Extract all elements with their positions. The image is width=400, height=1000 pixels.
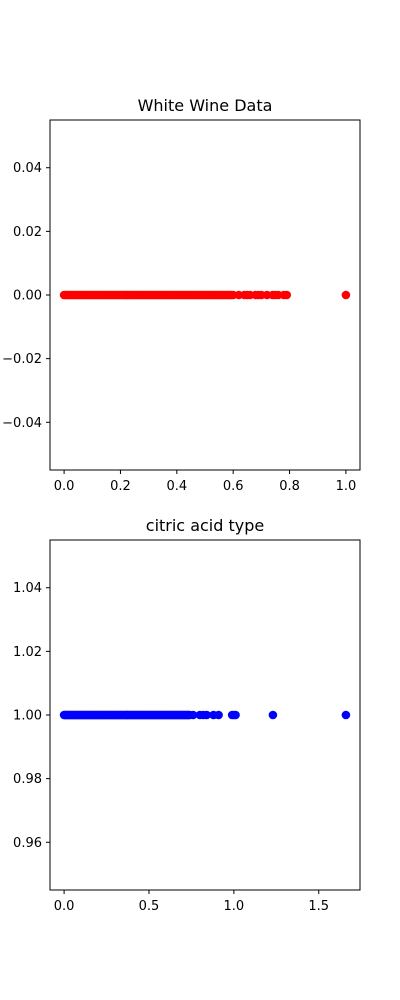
plot-frame [49,539,361,891]
data-point [282,290,292,300]
y-tick-label: 0.00 [13,289,42,304]
y-tick-label: −0.04 [2,416,42,431]
y-tick-label: 0.96 [13,836,42,851]
chart-title: citric acid type [146,516,264,535]
data-point [202,710,211,720]
x-tick-label: 0.0 [54,479,75,494]
y-tick-label: 1.04 [13,581,42,596]
x-axis: 0.0 0.2 0.4 0.6 0.8 1.0 [54,470,357,494]
x-tick-label: 0.8 [279,479,300,494]
x-tick-label: 0.6 [223,479,244,494]
x-tick-label: 1.0 [224,899,245,914]
y-tick-label: 1.00 [13,709,42,724]
plot-frame [49,119,361,471]
data-point [268,710,278,720]
x-tick-label: 1.0 [336,479,357,494]
data-point [214,710,223,720]
data-point [341,710,351,720]
chart-citric-acid: citric acid type 0.0 0.5 1.0 1.5 0.96 0.98 1.… [13,516,361,914]
x-axis: 0.0 0.5 1.0 1.5 [54,890,329,914]
y-tick-label: 0.04 [13,161,42,176]
y-axis: 0.96 0.98 1.00 1.02 1.04 [13,581,50,851]
x-tick-label: 0.2 [110,479,131,494]
y-tick-label: 0.98 [13,772,42,787]
y-tick-label: 1.02 [13,645,42,660]
y-tick-label: 0.02 [13,225,42,240]
chart-title: White Wine Data [138,96,273,115]
x-tick-label: 0.0 [54,899,75,914]
data-point [231,710,240,720]
chart-white-wine: White Wine Data 0.0 0.2 0.4 0.6 0.8 1.0 −0.04… [2,96,361,494]
x-tick-label: 1.5 [308,899,329,914]
data-point [341,290,351,300]
x-tick-label: 0.5 [139,899,160,914]
data-points [59,710,351,720]
y-tick-label: −0.02 [2,352,42,367]
x-tick-label: 0.4 [166,479,187,494]
data-point [188,710,198,720]
y-axis: −0.04 −0.02 0.00 0.02 0.04 [2,161,50,431]
data-points [59,290,351,300]
